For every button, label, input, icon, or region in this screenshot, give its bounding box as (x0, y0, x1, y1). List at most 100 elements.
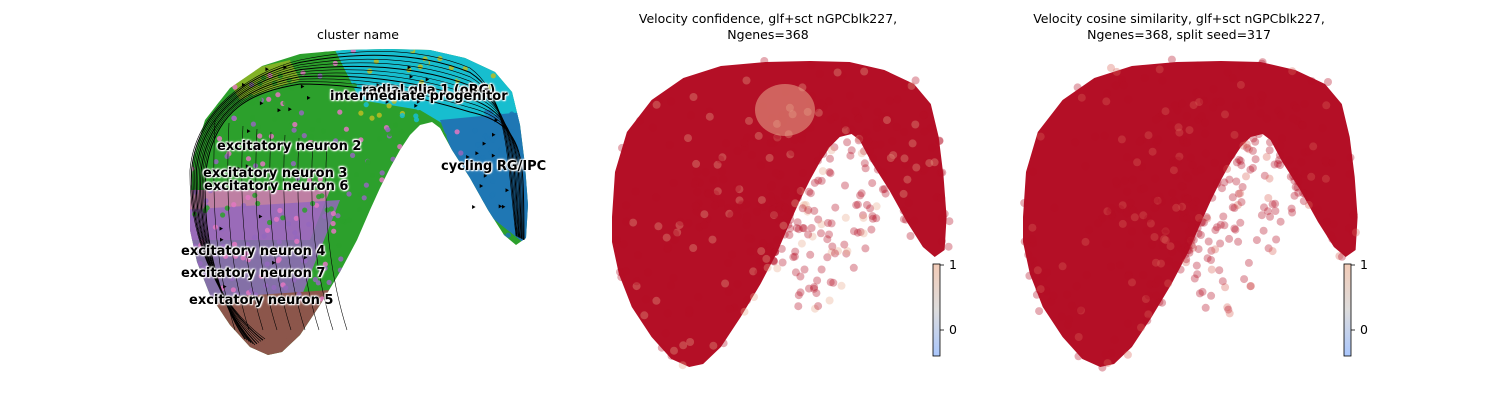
cosine-point (1300, 100, 1309, 108)
cluster-point (190, 237, 193, 243)
cluster-point (373, 58, 379, 65)
cluster-point (260, 339, 266, 345)
cluster-point (217, 297, 223, 303)
confidence-point (814, 215, 823, 224)
confidence-point (937, 214, 946, 222)
confidence-point (862, 128, 871, 137)
cosine-point (1151, 258, 1160, 267)
cluster-point (222, 55, 228, 61)
cluster-point (301, 133, 307, 139)
cosine-point (1318, 124, 1327, 133)
confidence-point (817, 99, 826, 108)
cluster-point (195, 343, 201, 349)
cluster-point (286, 185, 292, 192)
cosine-point (1029, 167, 1037, 176)
confidence-point (781, 185, 790, 194)
cluster-point (310, 126, 316, 132)
cluster-point (285, 299, 291, 305)
confidence-point (899, 206, 908, 215)
cluster-point (495, 306, 501, 312)
cosine-point (1322, 217, 1331, 226)
confidence-point (779, 221, 788, 230)
confidence-point (705, 107, 714, 116)
confidence-point (855, 134, 864, 143)
cosine-point (1345, 224, 1353, 233)
cosine-point (1199, 218, 1208, 227)
panel3-title-line1: Velocity cosine similarity, glf+sct nGPC… (1033, 11, 1325, 26)
cluster-point (200, 352, 206, 355)
cluster-point (269, 346, 275, 352)
cluster-point (415, 105, 421, 111)
confidence-point (819, 149, 828, 158)
cluster-point (302, 307, 308, 313)
cluster-point (457, 314, 463, 320)
cluster-point (428, 236, 434, 243)
cluster-point (423, 306, 429, 312)
confidence-point (612, 236, 621, 245)
cluster-point (417, 348, 423, 354)
cosine-point (1251, 155, 1260, 164)
confidence-point (815, 69, 824, 78)
cosine-point (1020, 199, 1029, 207)
confidence-point (791, 247, 800, 256)
cluster-point (524, 104, 528, 111)
streamline-arrow (491, 153, 496, 158)
cluster-point (390, 218, 396, 224)
cluster-point (426, 312, 432, 318)
cluster-point (353, 261, 359, 267)
cluster-point (231, 202, 237, 208)
cosine-point (1227, 151, 1236, 160)
cluster-point (476, 201, 482, 207)
cosine-point (1304, 147, 1313, 156)
confidence-point (751, 133, 760, 142)
cluster-point (456, 210, 463, 216)
cosine-point (1187, 241, 1196, 250)
cosine-point (1210, 158, 1219, 167)
cluster-point (241, 203, 247, 209)
cluster-point (433, 140, 439, 146)
confidence-point (814, 176, 823, 185)
cluster-point (293, 215, 299, 221)
confidence-point (857, 149, 866, 158)
confidence-point (868, 179, 877, 188)
confidence-point (902, 215, 910, 224)
confidence-point (797, 239, 806, 248)
cluster-point (306, 333, 312, 340)
cluster-point (392, 234, 398, 240)
streamline-arrow (272, 260, 276, 265)
cluster-point (319, 193, 325, 199)
cluster-point (379, 325, 385, 331)
confidence-point (758, 239, 767, 248)
confidence-point (843, 138, 852, 147)
confidence-point (769, 256, 778, 265)
confidence-point (760, 57, 769, 65)
cosine-point (1151, 195, 1159, 204)
cosine-point (1151, 279, 1160, 288)
cluster-point (363, 102, 369, 108)
cluster-point (490, 73, 496, 79)
cosine-point (1223, 303, 1232, 312)
confidence-point (817, 220, 826, 229)
cluster-point (294, 238, 300, 244)
cluster-point (498, 147, 504, 153)
streamline-arrow (479, 184, 484, 188)
cosine-point (1178, 99, 1187, 108)
cluster-point (517, 245, 523, 251)
cosine-point (1259, 226, 1268, 235)
cosine-point (1133, 158, 1142, 167)
cosine-point (1025, 271, 1034, 280)
cluster-point (385, 127, 391, 133)
cluster-point (310, 200, 316, 207)
cluster-point (357, 244, 363, 250)
cosine-point (1094, 219, 1103, 228)
cosine-point (1136, 185, 1145, 194)
cluster-point (368, 91, 374, 97)
confidence-point (766, 192, 775, 201)
cluster-point (492, 129, 498, 135)
cosine-point (1166, 121, 1175, 130)
confidence-point (919, 167, 928, 175)
cluster-point (368, 301, 374, 308)
cluster-point (450, 320, 456, 326)
cluster-point (459, 195, 465, 201)
confidence-point (926, 124, 935, 133)
